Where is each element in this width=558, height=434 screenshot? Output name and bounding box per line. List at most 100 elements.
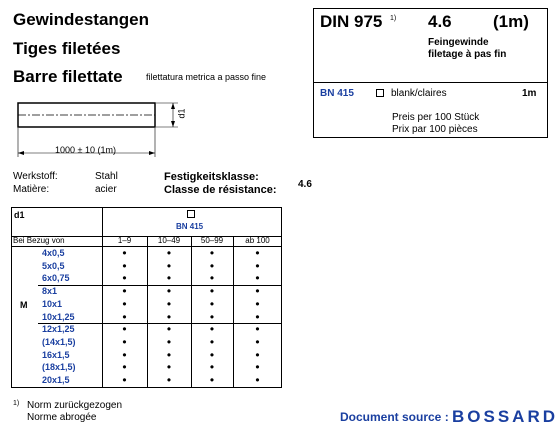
availability-dot: •	[209, 360, 215, 375]
footnote-mark: 1)	[390, 15, 397, 22]
availability-dot: •	[166, 246, 172, 260]
class-label: Classe de résistance:	[164, 184, 277, 196]
availability-dot: •	[255, 360, 260, 375]
availability-dot: •	[255, 373, 260, 387]
availability-dot: •	[122, 296, 127, 311]
availability-dot: •	[166, 271, 172, 286]
availability-dot: •	[122, 258, 127, 273]
title: Tiges filetées	[13, 39, 121, 58]
footnote: Norm zurückgezogen	[27, 400, 123, 411]
grade: 4.6	[428, 12, 452, 31]
availability-dot: •	[209, 373, 215, 387]
class-label: Festigkeitsklasse:	[164, 171, 259, 183]
availability-dot: •	[255, 258, 260, 273]
brand: BOSSARD	[452, 407, 558, 426]
availability-dot: •	[166, 334, 172, 349]
availability-dot: •	[209, 309, 215, 324]
availability-dot: •	[255, 284, 260, 299]
price: Prix par 100 pièces	[392, 124, 478, 135]
availability-dot: •	[209, 334, 215, 349]
diameter-label: d1	[176, 108, 187, 119]
header-d1: d1	[14, 210, 25, 220]
quantity: ab 100	[245, 236, 270, 245]
availability-dot: •	[166, 322, 172, 337]
size: 4x0,5	[42, 248, 65, 258]
availability-dot: •	[166, 360, 172, 375]
material-label: Matière:	[13, 184, 50, 195]
spec-box	[313, 8, 548, 138]
availability-dot: •	[122, 246, 127, 260]
col-line	[191, 236, 192, 388]
availability-dot: •	[122, 373, 127, 387]
size: 6x0,75	[42, 273, 70, 284]
availability-dot: •	[122, 271, 127, 286]
subtitle: filettatura metrica a passo fine	[146, 72, 267, 82]
availability-dot: •	[166, 258, 172, 273]
quantity: 50–99	[200, 236, 224, 245]
availability-dot: •	[122, 309, 127, 324]
footnote-mark: 1)	[13, 400, 20, 407]
availability-dot: •	[255, 309, 260, 324]
availability-dot: •	[122, 284, 127, 299]
availability-dot: •	[209, 271, 215, 286]
standard: DIN 975	[320, 12, 383, 31]
checkbox	[376, 89, 384, 97]
col-line	[102, 207, 103, 388]
order-label: Bei Bezug von	[13, 236, 65, 245]
checkbox	[187, 210, 195, 218]
source-label: Document source :	[340, 410, 449, 424]
size: (18x1,5)	[42, 362, 76, 373]
description: filetage à pas fin	[428, 49, 507, 60]
quantity: 1–9	[117, 236, 132, 245]
size: 20x1,5	[42, 375, 70, 385]
availability-dot: •	[166, 347, 172, 362]
availability-dot: •	[209, 347, 215, 362]
length: (1m)	[493, 12, 529, 31]
availability-dot: •	[209, 284, 215, 299]
size: 8x1	[42, 286, 58, 297]
size: (14x1,5)	[42, 336, 76, 347]
availability-dot: •	[255, 246, 260, 260]
availability-dot: •	[209, 322, 215, 337]
quantity: 10–49	[157, 236, 181, 245]
size: 16x1,5	[42, 349, 70, 360]
availability-dot: •	[166, 309, 172, 324]
availability-dot: •	[255, 322, 260, 337]
availability-dot: •	[122, 360, 127, 375]
price: Preis per 100 Stück	[392, 112, 480, 123]
thread: M	[20, 300, 28, 311]
material-value: acier	[95, 184, 117, 195]
col-line	[233, 236, 234, 388]
table	[11, 207, 282, 388]
row-line	[38, 323, 282, 325]
size: 10x1,25	[42, 311, 75, 322]
row-line	[11, 246, 282, 247]
row-line	[38, 285, 282, 287]
availability-dot: •	[209, 258, 215, 273]
title: Gewindestangen	[13, 10, 150, 29]
size: 12x1,25	[42, 324, 75, 335]
material-label: Werkstoff:	[13, 171, 58, 182]
availability-dot: •	[255, 271, 260, 286]
availability-dot: •	[255, 347, 260, 362]
availability-dot: •	[122, 334, 127, 349]
material-value: Stahl	[95, 171, 118, 182]
divider	[313, 82, 548, 83]
title: Barre filettate	[13, 67, 123, 86]
footnote: Norme abrogée	[27, 412, 97, 423]
availability-dot: •	[166, 373, 172, 387]
availability-dot: •	[166, 296, 172, 311]
finish: blank/claires	[391, 88, 447, 99]
rod-drawing	[17, 102, 178, 157]
code: BN 415	[320, 88, 354, 99]
size: 5x0,5	[42, 260, 65, 271]
col-line	[147, 236, 148, 388]
unit: 1m	[522, 88, 537, 99]
header-code: BN 415	[176, 222, 204, 231]
size: 10x1	[42, 298, 63, 309]
availability-dot: •	[122, 347, 127, 362]
availability-dot: •	[122, 322, 127, 337]
availability-dot: •	[255, 334, 260, 349]
availability-dot: •	[255, 296, 260, 311]
